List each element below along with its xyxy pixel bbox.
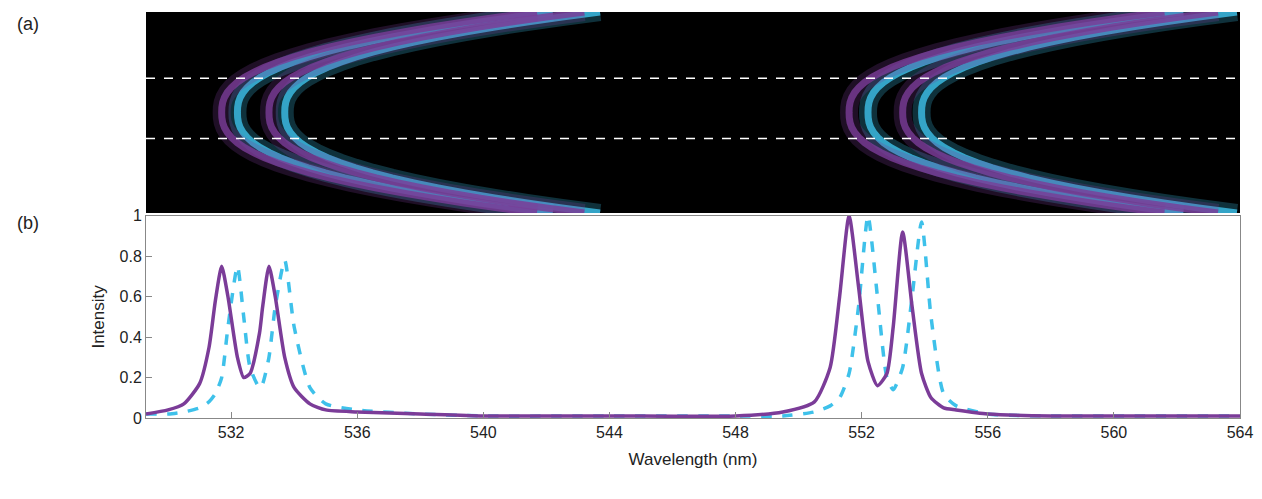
svg-text:532: 532 [218, 424, 245, 441]
svg-text:Wavelength (nm): Wavelength (nm) [629, 450, 758, 469]
svg-text:552: 552 [848, 424, 875, 441]
svg-text:0: 0 [133, 410, 142, 427]
svg-text:540: 540 [470, 424, 497, 441]
svg-text:1: 1 [133, 207, 142, 224]
svg-text:0.4: 0.4 [120, 329, 142, 346]
svg-text:Intensity: Intensity [89, 285, 108, 349]
svg-text:0.8: 0.8 [120, 248, 142, 265]
svg-text:544: 544 [596, 424, 623, 441]
svg-text:(a): (a) [17, 14, 39, 34]
svg-text:548: 548 [722, 424, 749, 441]
svg-text:536: 536 [344, 424, 371, 441]
svg-text:556: 556 [974, 424, 1001, 441]
svg-text:0.2: 0.2 [120, 369, 142, 386]
svg-text:564: 564 [1227, 424, 1254, 441]
svg-text:0.6: 0.6 [120, 288, 142, 305]
svg-text:(b): (b) [17, 213, 39, 233]
svg-text:560: 560 [1101, 424, 1128, 441]
